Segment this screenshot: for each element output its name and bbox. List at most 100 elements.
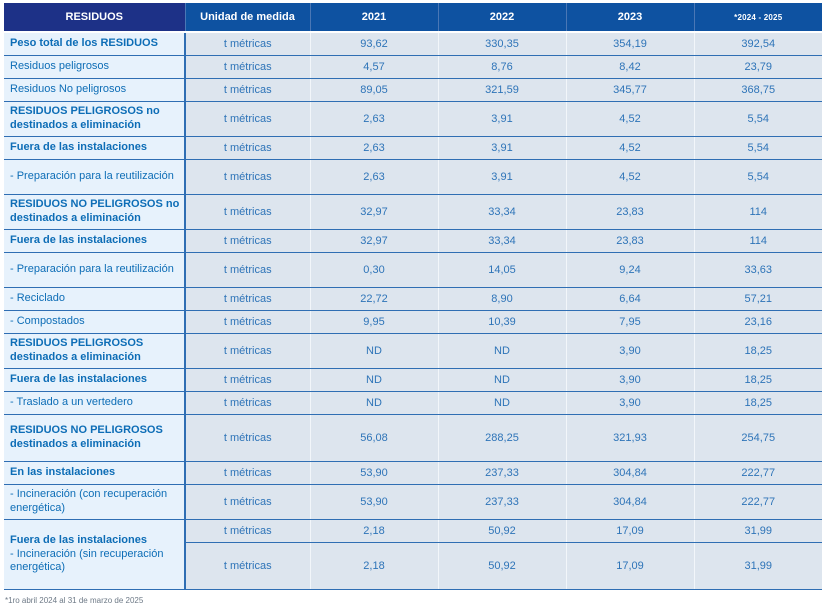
residuo-label: En las instalaciones bbox=[4, 461, 186, 485]
value-2023: 4,52 bbox=[565, 101, 694, 137]
value-2023: 7,95 bbox=[565, 310, 694, 334]
table-row: RESIDUOS PELIGROSOS destinados a elimina… bbox=[4, 333, 822, 369]
value-2024-2025: 5,54 bbox=[693, 159, 822, 195]
value-2022: 50,92 bbox=[437, 519, 566, 543]
residuo-label-group: Fuera de las instalaciones - Incineració… bbox=[4, 519, 186, 590]
value-2024-2025: 18,25 bbox=[693, 333, 822, 369]
value-2022: 50,92 bbox=[437, 542, 566, 590]
value-2024-2025: 222,77 bbox=[693, 461, 822, 485]
value-2024-2025: 114 bbox=[693, 194, 822, 230]
residuo-label: Peso total de los RESIDUOS bbox=[4, 32, 186, 56]
table-row: RESIDUOS NO PELIGROSOS no destinados a e… bbox=[4, 194, 822, 230]
unit-cell: t métricas bbox=[184, 101, 310, 137]
unit-cell: t métricas bbox=[184, 333, 310, 369]
column-header-2023: 2023 bbox=[565, 3, 694, 33]
residuo-label: RESIDUOS NO PELIGROSOS destinados a elim… bbox=[4, 414, 186, 462]
unit-cell: t métricas bbox=[184, 252, 310, 288]
table-row: RESIDUOS NO PELIGROSOS destinados a elim… bbox=[4, 414, 822, 462]
value-2024-2025: 57,21 bbox=[693, 287, 822, 311]
value-2023: 8,42 bbox=[565, 55, 694, 79]
residuo-label: Fuera de las instalaciones bbox=[4, 229, 186, 253]
table-row: En las instalaciones t métricas 53,90 23… bbox=[4, 461, 822, 485]
group-label-main: Fuera de las instalaciones bbox=[10, 533, 147, 546]
value-2023: 3,90 bbox=[565, 368, 694, 392]
unit-cell: t métricas bbox=[184, 194, 310, 230]
residuo-label: RESIDUOS PELIGROSOS no destinados a elim… bbox=[4, 101, 186, 137]
table-row: Residuos peligrosos t métricas 4,57 8,76… bbox=[4, 55, 822, 79]
value-2022: 3,91 bbox=[437, 101, 566, 137]
value-2024-2025: 5,54 bbox=[693, 136, 822, 160]
column-header-unidad: Unidad de medida bbox=[184, 3, 310, 33]
column-header-2024-2025: *2024 - 2025 bbox=[693, 3, 822, 33]
table-row: - Traslado a un vertedero t métricas ND … bbox=[4, 391, 822, 415]
value-2024-2025: 254,75 bbox=[693, 414, 822, 462]
unit-cell: t métricas bbox=[184, 484, 310, 520]
value-2021: 89,05 bbox=[309, 78, 438, 102]
footnote: *1ro abril 2024 al 31 de marzo de 2025 bbox=[5, 596, 144, 605]
value-2021: 53,90 bbox=[309, 461, 438, 485]
value-2024-2025: 33,63 bbox=[693, 252, 822, 288]
unit-cell: t métricas bbox=[184, 368, 310, 392]
unit-cell: t métricas bbox=[184, 229, 310, 253]
column-header-2022: 2022 bbox=[437, 3, 566, 33]
value-2021: ND bbox=[309, 391, 438, 415]
residuo-label: Residuos peligrosos bbox=[4, 55, 186, 79]
column-header-2021: 2021 bbox=[309, 3, 438, 33]
value-2023: 3,90 bbox=[565, 333, 694, 369]
residuo-label: - Preparación para la reutilización bbox=[4, 252, 186, 288]
unit-cell: t métricas bbox=[184, 519, 310, 543]
unit-cell: t métricas bbox=[184, 461, 310, 485]
value-2021: ND bbox=[309, 368, 438, 392]
column-header-residuos: RESIDUOS bbox=[4, 3, 185, 33]
value-2021: 9,95 bbox=[309, 310, 438, 334]
value-2021: 53,90 bbox=[309, 484, 438, 520]
value-2022: 3,91 bbox=[437, 136, 566, 160]
table-row: - Reciclado t métricas 22,72 8,90 6,64 5… bbox=[4, 287, 822, 311]
value-2023: 354,19 bbox=[565, 32, 694, 56]
value-2022: 10,39 bbox=[437, 310, 566, 334]
value-2022: 330,35 bbox=[437, 32, 566, 56]
value-2021: 2,63 bbox=[309, 101, 438, 137]
unit-cell: t métricas bbox=[184, 136, 310, 160]
table-row: - Incineración (con recuperación energét… bbox=[4, 484, 822, 520]
value-2021: 2,18 bbox=[309, 542, 438, 590]
value-2022: 14,05 bbox=[437, 252, 566, 288]
value-2023: 345,77 bbox=[565, 78, 694, 102]
unit-cell: t métricas bbox=[184, 310, 310, 334]
unit-cell: t métricas bbox=[184, 287, 310, 311]
value-2022: ND bbox=[437, 391, 566, 415]
value-2022: ND bbox=[437, 333, 566, 369]
value-2024-2025: 31,99 bbox=[693, 542, 822, 590]
unit-cell: t métricas bbox=[184, 391, 310, 415]
table-row: - Compostados t métricas 9,95 10,39 7,95… bbox=[4, 310, 822, 334]
unit-cell: t métricas bbox=[184, 78, 310, 102]
value-2023: 17,09 bbox=[565, 542, 694, 590]
table-row: Fuera de las instalaciones t métricas ND… bbox=[4, 368, 822, 392]
value-2023: 9,24 bbox=[565, 252, 694, 288]
value-2022: 237,33 bbox=[437, 461, 566, 485]
value-2022: 33,34 bbox=[437, 229, 566, 253]
value-2022: 288,25 bbox=[437, 414, 566, 462]
value-2021: 32,97 bbox=[309, 194, 438, 230]
value-2023: 304,84 bbox=[565, 461, 694, 485]
value-2021: 93,62 bbox=[309, 32, 438, 56]
residuo-label: RESIDUOS NO PELIGROSOS no destinados a e… bbox=[4, 194, 186, 230]
value-2024-2025: 5,54 bbox=[693, 101, 822, 137]
value-2023: 6,64 bbox=[565, 287, 694, 311]
residuo-label: Fuera de las instalaciones bbox=[4, 136, 186, 160]
value-2024-2025: 18,25 bbox=[693, 368, 822, 392]
value-2023: 4,52 bbox=[565, 159, 694, 195]
value-2023: 17,09 bbox=[565, 519, 694, 543]
value-2021: 22,72 bbox=[309, 287, 438, 311]
value-2022: 3,91 bbox=[437, 159, 566, 195]
value-2022: 8,76 bbox=[437, 55, 566, 79]
table-row: Fuera de las instalaciones t métricas 2,… bbox=[4, 136, 822, 160]
value-2024-2025: 222,77 bbox=[693, 484, 822, 520]
value-2021: 56,08 bbox=[309, 414, 438, 462]
residuo-label: RESIDUOS PELIGROSOS destinados a elimina… bbox=[4, 333, 186, 369]
value-2021: ND bbox=[309, 333, 438, 369]
value-2021: 2,63 bbox=[309, 136, 438, 160]
residuo-label: - Reciclado bbox=[4, 287, 186, 311]
value-2024-2025: 23,79 bbox=[693, 55, 822, 79]
residuo-label: - Traslado a un vertedero bbox=[4, 391, 186, 415]
